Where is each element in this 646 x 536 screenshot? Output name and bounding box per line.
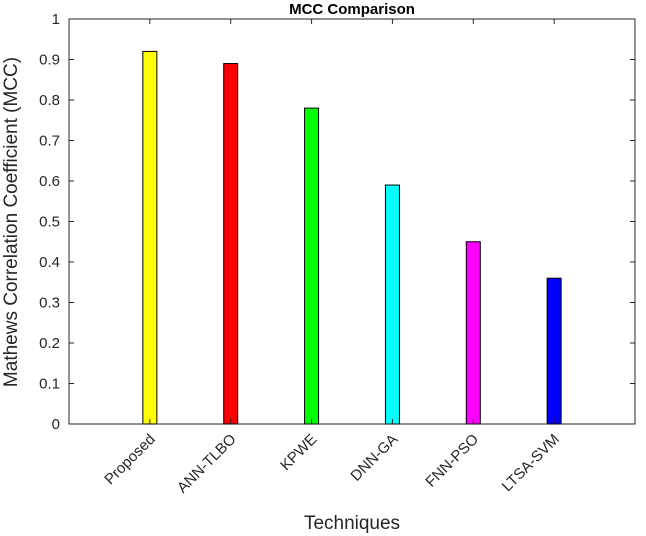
bar-fnn-pso bbox=[465, 241, 481, 425]
y-tick-label: 0.3 bbox=[39, 295, 60, 312]
bar-series bbox=[142, 50, 562, 425]
y-tick-label: 0.1 bbox=[39, 376, 60, 393]
bar-kpwe bbox=[304, 107, 320, 425]
y-tick-label: 0.4 bbox=[39, 254, 60, 271]
bar-dnn-ga bbox=[384, 184, 400, 425]
x-tick-label: DNN-GA bbox=[347, 431, 401, 485]
bar-ltsa-svm bbox=[546, 277, 562, 425]
y-tick-label: 1 bbox=[52, 11, 60, 28]
bar-proposed bbox=[142, 50, 158, 425]
y-tick-label: 0.2 bbox=[39, 335, 60, 352]
plot-area bbox=[68, 18, 636, 425]
y-tick-label: 0.8 bbox=[39, 92, 60, 109]
y-axis-title: Mathews Correlation Coefficient (MCC) bbox=[1, 57, 22, 387]
chart-title: MCC Comparison bbox=[289, 1, 415, 18]
x-tick-label: KPWE bbox=[277, 431, 320, 474]
x-tick-label: FNN-PSO bbox=[422, 431, 482, 491]
y-tick-label: 0.6 bbox=[39, 173, 60, 190]
x-tick-label: LTSA-SVM bbox=[499, 431, 563, 495]
x-tick-label: Proposed bbox=[101, 431, 158, 488]
y-tick-label: 0 bbox=[52, 416, 60, 433]
x-axis-title: Techniques bbox=[304, 513, 400, 534]
bar-ann-tlbo bbox=[223, 63, 239, 425]
y-tick-label: 0.9 bbox=[39, 52, 60, 69]
y-tick-label: 0.7 bbox=[39, 133, 60, 150]
x-tick-label: ANN-TLBO bbox=[174, 431, 240, 497]
y-tick-label: 0.5 bbox=[39, 214, 60, 231]
y-axis: 0 0.1 0.2 0.3 0.4 0.5 0.6 0.7 0.8 0.9 1 bbox=[39, 11, 635, 433]
